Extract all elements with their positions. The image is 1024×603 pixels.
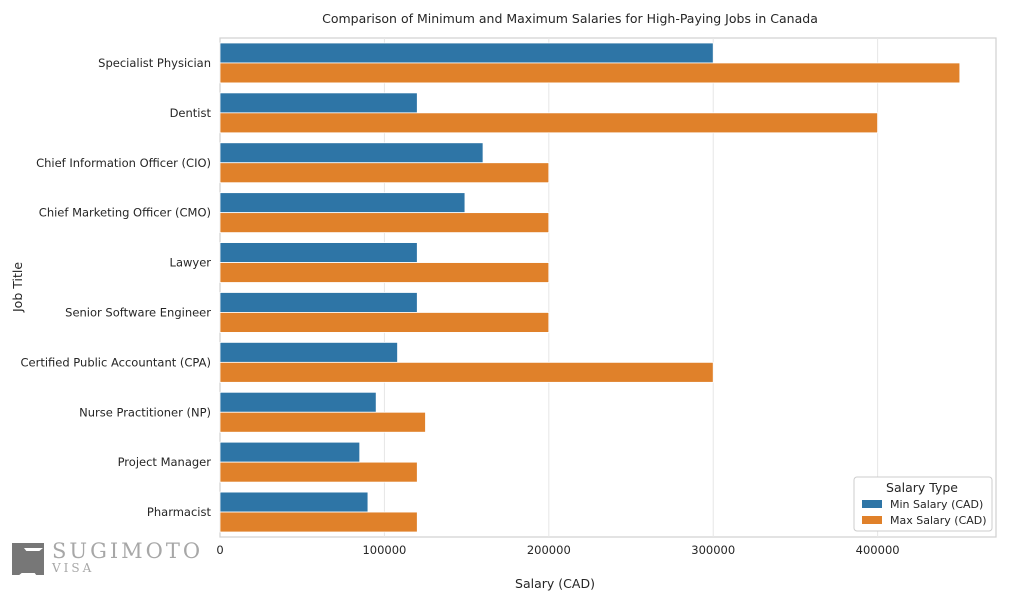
bar-min-nurse-practitioner-np (219, 391, 377, 413)
chart-title: Comparison of Minimum and Maximum Salari… (322, 11, 818, 26)
y-tick-label: Specialist Physician (98, 56, 211, 70)
legend-title: Salary Type (886, 480, 958, 495)
bar-min-certified-public-accountant-cpa (219, 341, 398, 363)
bar-max-chief-information-officer-cio (219, 162, 550, 184)
x-tick-label: 200000 (527, 543, 571, 557)
bars (219, 42, 961, 533)
y-tick-label: Certified Public Accountant (CPA) (20, 355, 211, 369)
bar-max-specialist-physician (219, 62, 961, 84)
y-tick-label: Dentist (170, 106, 212, 120)
y-tick-label: Project Manager (118, 455, 212, 469)
bar-min-lawyer (219, 242, 418, 263)
legend-swatch-min (862, 500, 882, 508)
bar-min-project-manager (219, 441, 361, 463)
watermark-sub: VISA (52, 561, 95, 575)
legend-box (853, 476, 993, 532)
bar-max-pharmacist (219, 511, 418, 533)
logo-icon (12, 543, 44, 575)
y-tick-label: Chief Information Officer (CIO) (36, 156, 211, 170)
y-tick-label: Chief Marketing Officer (CMO) (39, 206, 211, 220)
bar-max-senior-software-engineer (219, 312, 550, 333)
x-tick-label: 400000 (856, 543, 900, 557)
x-tick-label: 300000 (691, 543, 735, 557)
bar-min-chief-information-officer-cio (219, 142, 484, 164)
bar-max-project-manager (219, 461, 418, 483)
watermark-brand: SUGIMOTO (52, 539, 204, 563)
legend-swatch-max (862, 516, 882, 524)
watermark-logo: SUGIMOTO VISA (12, 539, 200, 577)
y-tick-label: Senior Software Engineer (65, 305, 211, 319)
legend-label-max: Max Salary (CAD) (890, 514, 987, 527)
y-tick-label: Pharmacist (147, 505, 212, 519)
x-tick-label: 100000 (362, 543, 406, 557)
bar-max-nurse-practitioner-np (219, 411, 426, 433)
legend-label-min: Min Salary (CAD) (890, 498, 983, 511)
legend: Salary Type Min Salary (CAD) Max Salary … (853, 476, 993, 532)
bar-min-specialist-physician (219, 42, 714, 64)
bar-min-senior-software-engineer (219, 292, 418, 313)
x-tick-label: 0 (216, 543, 223, 557)
y-tick-label: Lawyer (170, 256, 212, 270)
bar-max-dentist (219, 112, 879, 134)
y-tick-labels: Specialist Physician Dentist Chief Informa… (20, 56, 211, 519)
bar-max-certified-public-accountant-cpa (219, 361, 714, 383)
x-tick-labels: 0 100000 200000 300000 400000 (216, 543, 899, 557)
bar-max-lawyer (219, 262, 550, 283)
bar-min-dentist (219, 92, 418, 114)
bar-min-chief-marketing-officer-cmo (219, 192, 466, 214)
y-tick-label: Nurse Practitioner (NP) (79, 405, 211, 419)
bar-max-chief-marketing-officer-cmo (219, 212, 550, 234)
y-axis-label: Job Title (10, 262, 25, 313)
bar-min-pharmacist (219, 491, 369, 513)
x-axis-label: Salary (CAD) (515, 576, 595, 591)
